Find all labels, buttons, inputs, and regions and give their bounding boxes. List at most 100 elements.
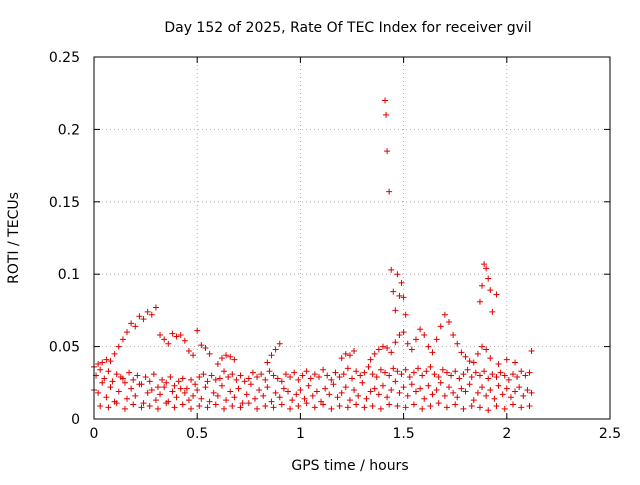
data-point	[101, 375, 108, 382]
data-point	[388, 387, 395, 394]
data-point	[311, 404, 318, 411]
data-point	[200, 371, 207, 378]
data-point	[144, 308, 151, 315]
data-point	[412, 388, 419, 395]
data-point	[524, 387, 531, 394]
data-point	[328, 405, 335, 412]
data-point	[379, 382, 386, 389]
data-point	[400, 384, 407, 391]
data-point	[190, 352, 197, 359]
data-point	[194, 327, 201, 334]
data-point	[179, 375, 186, 382]
data-point	[167, 374, 174, 381]
data-point	[528, 389, 535, 396]
data-point	[115, 388, 122, 395]
data-point	[369, 371, 376, 378]
data-point	[196, 374, 203, 381]
data-point	[408, 381, 415, 388]
data-point	[229, 402, 236, 409]
data-point	[526, 369, 533, 376]
data-point	[404, 392, 411, 399]
data-point	[150, 371, 157, 378]
data-point	[336, 374, 343, 381]
data-point	[117, 374, 124, 381]
x-tick-labels: 0 0.5 1 1.5 2 2.5	[90, 426, 622, 442]
data-point	[287, 374, 294, 381]
data-point	[157, 332, 164, 339]
data-point	[388, 349, 395, 356]
data-point	[437, 379, 444, 386]
data-point	[493, 291, 500, 298]
data-point	[229, 371, 236, 378]
data-point	[342, 384, 349, 391]
data-point	[499, 391, 506, 398]
data-point	[468, 402, 475, 409]
data-point	[427, 363, 434, 370]
data-point	[324, 372, 331, 379]
data-point	[144, 389, 151, 396]
data-point	[454, 340, 461, 347]
data-point	[419, 372, 426, 379]
data-point	[421, 395, 428, 402]
data-point	[227, 353, 234, 360]
y-tick-label: 0.1	[58, 267, 80, 283]
data-point	[392, 339, 399, 346]
data-point	[425, 343, 432, 350]
data-point	[410, 369, 417, 376]
data-point	[136, 313, 143, 320]
data-point	[462, 388, 469, 395]
data-point	[183, 385, 190, 392]
data-point	[382, 97, 389, 104]
data-point	[152, 397, 159, 404]
data-point	[146, 402, 153, 409]
data-point	[121, 379, 128, 386]
data-point	[272, 389, 279, 396]
data-point	[278, 401, 285, 408]
data-point	[237, 404, 244, 411]
data-point	[367, 356, 374, 363]
data-point	[417, 326, 424, 333]
data-point	[185, 397, 192, 404]
data-point	[169, 388, 176, 395]
data-point	[256, 387, 263, 394]
data-point	[338, 355, 345, 362]
data-point	[483, 265, 490, 272]
data-point	[334, 394, 341, 401]
data-point	[206, 398, 213, 405]
data-point	[140, 400, 147, 407]
data-point	[464, 366, 471, 373]
data-point	[278, 378, 285, 385]
data-point	[349, 375, 355, 382]
data-point	[390, 288, 397, 295]
y-tick-label: 0	[71, 412, 80, 428]
data-point	[181, 337, 188, 344]
data-point	[107, 358, 114, 365]
data-point	[433, 387, 440, 394]
data-point	[429, 391, 436, 398]
data-point	[501, 372, 508, 379]
data-point	[483, 392, 490, 399]
data-point	[384, 394, 391, 401]
data-point	[274, 375, 281, 382]
data-point	[251, 395, 258, 402]
x-tick-label: 0.5	[186, 426, 208, 442]
chart-title: Day 152 of 2025, Rate Of TEC Index for r…	[164, 20, 531, 36]
data-point	[470, 359, 477, 366]
data-point	[154, 384, 161, 391]
data-point	[311, 371, 318, 378]
data-point	[487, 355, 494, 362]
axis-ticks	[93, 56, 611, 420]
data-point	[460, 371, 467, 378]
data-point	[512, 359, 519, 366]
data-point	[326, 391, 333, 398]
data-point	[377, 366, 384, 373]
data-point	[342, 350, 349, 357]
data-point	[264, 384, 271, 391]
data-point	[245, 375, 252, 382]
data-point	[171, 404, 178, 411]
data-point	[272, 346, 279, 353]
data-point	[216, 375, 223, 382]
data-point	[276, 340, 283, 347]
data-point	[206, 350, 213, 357]
